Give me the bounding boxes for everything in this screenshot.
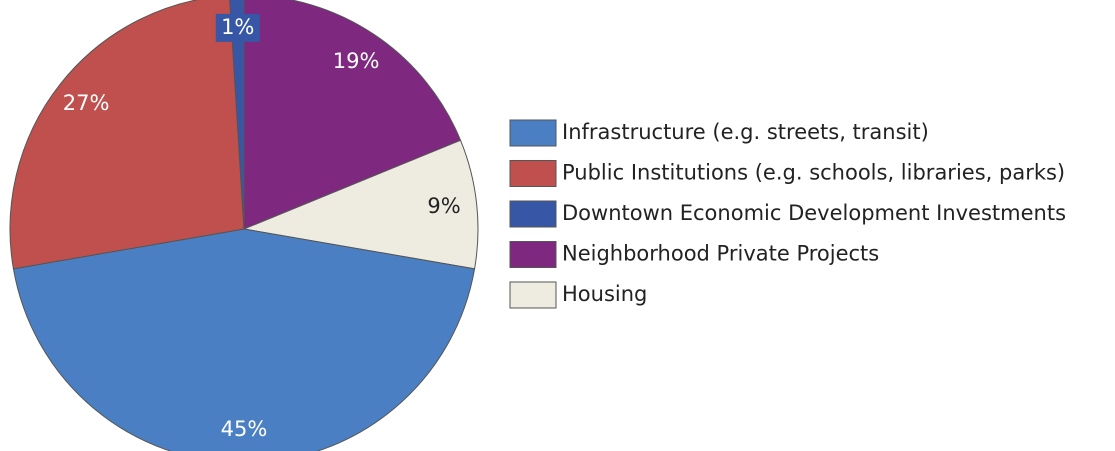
pie-slice <box>242 139 479 270</box>
legend-label: Housing <box>562 282 647 306</box>
legend-label: Public Institutions (e.g. schools, libra… <box>562 161 1065 185</box>
data-label: 45% <box>221 417 268 441</box>
pie-slice <box>12 228 476 451</box>
data-label: 1% <box>221 15 254 39</box>
pie-slice <box>9 0 245 270</box>
pie-slice <box>243 0 462 230</box>
legend-swatch <box>509 241 557 268</box>
data-label: 19% <box>333 49 380 73</box>
legend-swatch <box>509 200 557 228</box>
data-label: 27% <box>63 91 110 115</box>
pie-slice <box>229 0 245 230</box>
legend-swatch <box>509 119 557 147</box>
data-label: 9% <box>427 194 460 218</box>
legend-swatch <box>509 281 557 309</box>
label-box <box>215 13 260 42</box>
legend-label: Neighborhood Private Projects <box>562 242 879 266</box>
legend-label: Downtown Economic Development Investment… <box>562 201 1066 225</box>
legend-swatch <box>509 160 557 187</box>
legend-label: Infrastructure (e.g. streets, transit) <box>562 120 929 144</box>
